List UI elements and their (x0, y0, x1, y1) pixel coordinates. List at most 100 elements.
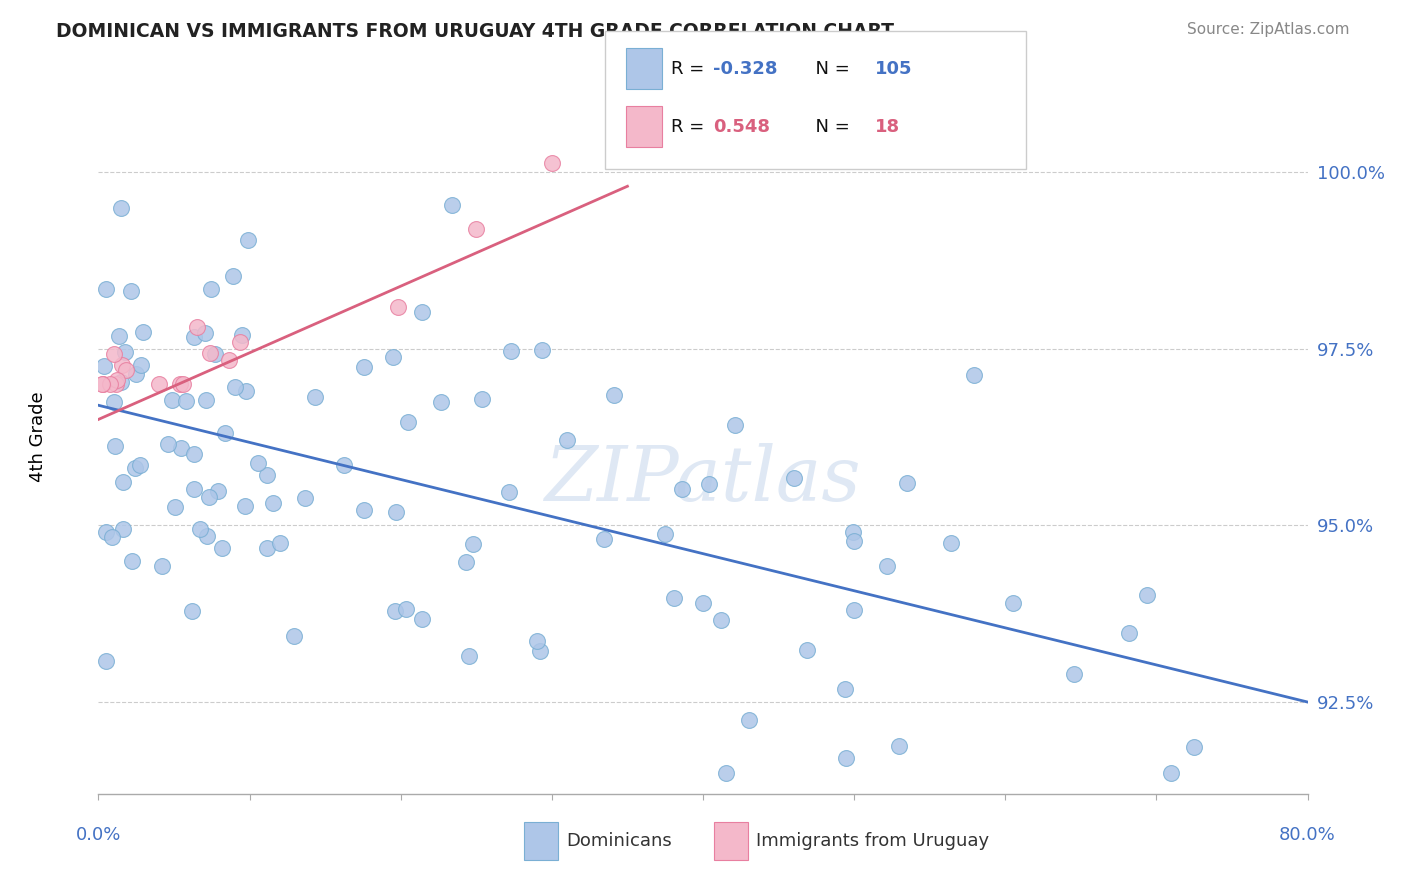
Point (129, 358, 152, 372)
Point (710, 613, 733, 627)
Point (353, 503, 375, 517)
Point (844, 603, 866, 617)
Point (714, 765, 737, 780)
Point (283, 629, 305, 643)
Point (465, 222, 488, 236)
Point (165, 500, 187, 514)
Point (157, 436, 180, 450)
Point (541, 156, 564, 170)
Point (384, 604, 406, 618)
Point (269, 535, 291, 549)
Point (939, 536, 962, 550)
Text: -0.328: -0.328 (713, 60, 778, 78)
Text: 0.548: 0.548 (713, 118, 770, 136)
Point (724, 418, 747, 433)
Point (100, 531, 122, 545)
Text: 18: 18 (875, 118, 900, 136)
Point (654, 527, 676, 541)
Text: 4th Grade: 4th Grade (30, 392, 46, 483)
Point (461, 536, 484, 550)
Text: Immigrants from Uruguay: Immigrants from Uruguay (756, 832, 990, 850)
Point (170, 441, 193, 455)
Point (889, 739, 911, 753)
Point (842, 524, 865, 539)
Point (112, 522, 135, 536)
Point (194, 326, 217, 341)
Point (132, 325, 155, 339)
Point (1063, 667, 1085, 681)
Point (671, 483, 693, 497)
Point (103, 347, 125, 361)
Point (603, 388, 626, 402)
Text: 105: 105 (875, 60, 912, 78)
Point (1135, 588, 1157, 602)
Point (183, 330, 205, 344)
Point (1160, 765, 1182, 780)
Point (783, 471, 806, 485)
Point (555, 433, 578, 447)
Point (411, 305, 433, 319)
Point (129, 458, 152, 472)
Point (529, 644, 551, 658)
Point (387, 300, 409, 314)
Point (125, 368, 148, 382)
Point (105, 377, 128, 392)
Point (105, 373, 128, 387)
Point (235, 384, 257, 398)
Point (111, 358, 134, 372)
Point (441, 197, 464, 211)
Point (1118, 626, 1140, 640)
Point (214, 425, 236, 440)
Point (110, 201, 132, 215)
Point (207, 483, 229, 498)
Point (94, 282, 117, 296)
Point (114, 363, 136, 377)
Point (195, 393, 218, 408)
Point (124, 461, 146, 475)
Point (692, 596, 714, 610)
Point (218, 353, 240, 368)
Point (531, 343, 554, 358)
Point (381, 351, 404, 365)
Point (256, 541, 278, 556)
Point (197, 491, 219, 505)
Text: Dominicans: Dominicans (567, 832, 672, 850)
Point (121, 554, 143, 568)
Point (211, 541, 233, 556)
Point (94, 654, 117, 668)
Point (526, 634, 548, 648)
Point (411, 612, 433, 626)
Point (262, 496, 284, 510)
Point (876, 558, 898, 573)
Point (204, 347, 226, 361)
Point (304, 391, 326, 405)
Point (896, 475, 918, 490)
Point (664, 591, 686, 606)
Point (183, 446, 205, 460)
Point (458, 649, 481, 664)
Point (197, 529, 219, 543)
Point (430, 395, 453, 409)
Point (150, 558, 173, 573)
Point (294, 491, 316, 505)
Point (169, 377, 191, 392)
Point (186, 320, 208, 334)
Point (98, 377, 121, 392)
Text: N =: N = (804, 118, 856, 136)
Point (834, 681, 856, 696)
Point (963, 368, 986, 383)
Point (332, 458, 354, 472)
Text: R =: R = (671, 60, 710, 78)
Point (94, 524, 117, 539)
Point (91, 377, 114, 392)
Point (148, 377, 170, 392)
Point (454, 555, 477, 569)
Point (738, 713, 761, 727)
Point (395, 601, 418, 615)
Point (233, 499, 256, 513)
Point (229, 334, 252, 349)
Point (200, 282, 222, 296)
Point (385, 505, 408, 519)
Point (499, 343, 522, 358)
Point (256, 467, 278, 482)
